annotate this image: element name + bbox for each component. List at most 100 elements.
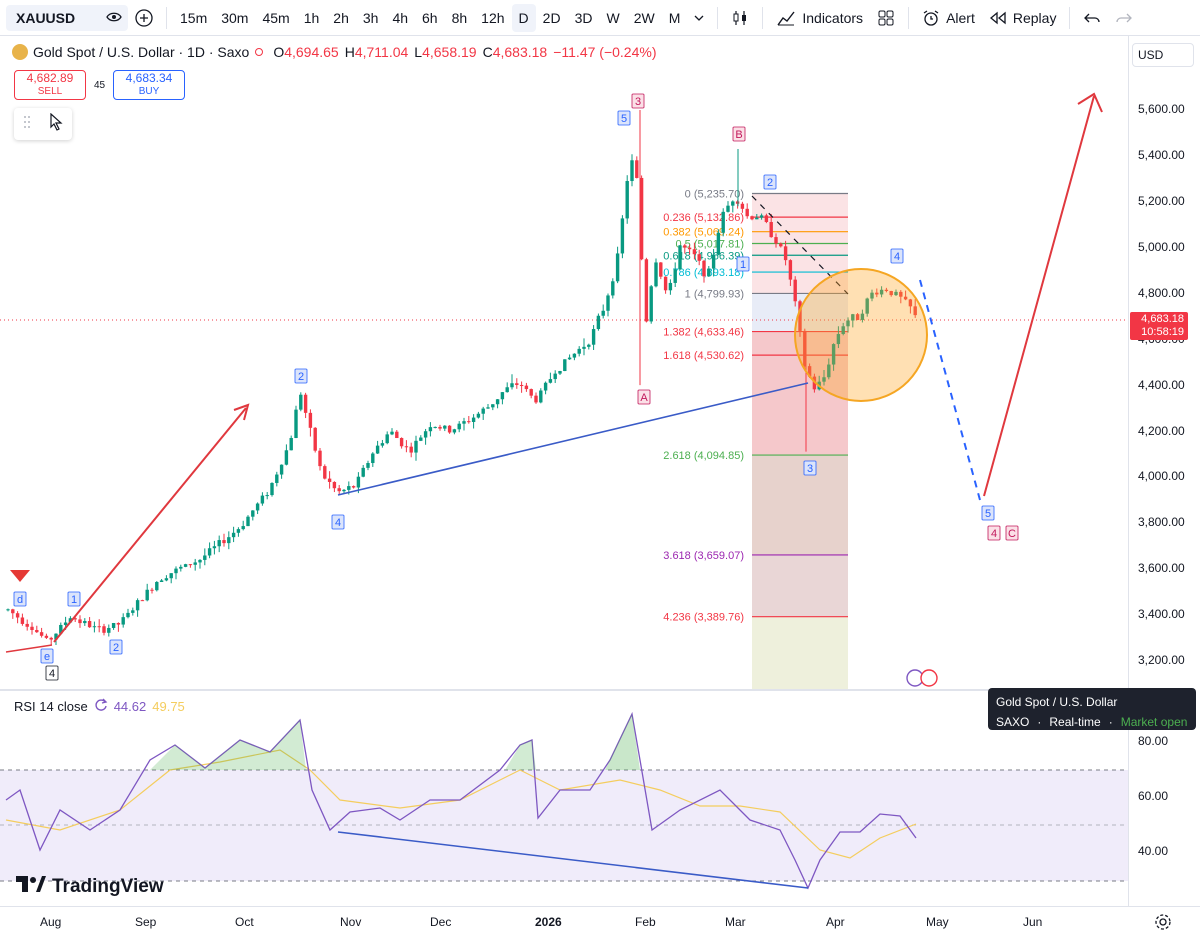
fib-level-label: 0 (5,235.70) [685, 189, 744, 201]
layouts-grid-icon[interactable] [870, 4, 902, 32]
interval-8h[interactable]: 8h [451, 9, 468, 26]
interval-6h[interactable]: 6h [422, 9, 438, 26]
indicators-label: Indicators [802, 9, 864, 26]
candle-body [836, 334, 841, 345]
candle-body [371, 453, 375, 464]
rsi-refresh-icon[interactable] [94, 698, 108, 715]
fib-level-label: 1.382 (4,633.46) [663, 327, 744, 339]
interval-D[interactable]: D [511, 3, 536, 32]
cursor-arrow-icon[interactable] [49, 112, 63, 136]
candle-body [769, 222, 773, 238]
interval-30m[interactable]: 30m [221, 9, 249, 26]
interval-15m[interactable]: 15m [180, 9, 208, 26]
candle-body [207, 548, 212, 556]
candle-body [279, 464, 284, 475]
watchlist-eye-icon[interactable] [106, 10, 122, 26]
candle-body [913, 306, 917, 316]
alarm-clock-icon [922, 9, 940, 27]
candle-body [78, 619, 82, 624]
interval-45m[interactable]: 45m [262, 9, 290, 26]
interval-2h[interactable]: 2h [333, 9, 349, 26]
candle-body [164, 578, 169, 581]
chart-canvas[interactable]: 0 (5,235.70) 0.236 (5,132.86) 0.382 (5,069… [0, 36, 1128, 906]
candle-body [54, 633, 58, 640]
interval-4h[interactable]: 4h [392, 9, 409, 26]
wave-label-box [45, 665, 59, 681]
currency-selector[interactable]: USD [1132, 43, 1194, 67]
candle-body [183, 564, 188, 567]
candle-body [414, 440, 418, 453]
interval-M[interactable]: M [668, 9, 681, 26]
indicators-button[interactable]: Indicators [769, 4, 870, 32]
price-axis[interactable] [1128, 36, 1200, 906]
candle-body [351, 486, 356, 488]
interval-dropdown-chevron-icon[interactable] [687, 4, 711, 32]
interval-W[interactable]: W [606, 9, 620, 26]
candle-body [111, 623, 116, 628]
sell-label: SELL [37, 86, 63, 97]
candle-body [803, 330, 807, 367]
toolbar-divider [166, 6, 167, 29]
settings-gear-icon[interactable] [1154, 913, 1172, 936]
candle-body [591, 329, 596, 345]
candle-body [711, 254, 716, 269]
rsi-overbought-fill [605, 714, 640, 770]
candle-body [39, 632, 44, 636]
redo-icon[interactable] [1108, 4, 1140, 32]
fib-level-label: 0.382 (5,069.24) [663, 227, 744, 239]
symbol-search[interactable]: XAUUSD [6, 4, 128, 31]
buy-button[interactable]: 4,683.34 BUY [113, 70, 185, 100]
candle-body [827, 364, 831, 378]
candle-body [659, 262, 663, 277]
wave-label: C [1008, 528, 1016, 540]
candle-body [649, 286, 653, 322]
interval-12h[interactable]: 12h [481, 9, 505, 26]
candle-body [884, 289, 889, 292]
alert-button[interactable]: Alert [915, 4, 982, 32]
floating-cursor-toolbar[interactable] [14, 108, 72, 140]
popup-separator: · [1108, 715, 1113, 729]
candle-body [20, 617, 25, 624]
sell-button[interactable]: 4,682.89 SELL [14, 70, 86, 100]
series-legend: Gold Spot / U.S. Dollar · 1D · Saxo O 4,6… [12, 44, 662, 60]
candle-body [318, 450, 322, 467]
wave-label: 2 [298, 371, 304, 383]
popup-mode: Real-time [1049, 715, 1101, 729]
candle-body [716, 232, 721, 255]
interval-2W[interactable]: 2W [633, 9, 655, 26]
indicators-chart-icon [776, 9, 796, 27]
candles-chart-type-icon[interactable] [724, 4, 756, 32]
tradingview-logo[interactable]: TradingView [16, 876, 164, 898]
fib-level-label: 2.618 (4,094.85) [663, 450, 744, 462]
candle-body [510, 383, 514, 388]
wave-label-box [732, 126, 746, 142]
compare-add-icon[interactable] [128, 4, 160, 32]
candle-body [327, 478, 332, 482]
candle-body [524, 385, 529, 390]
candle-body [495, 399, 500, 405]
interval-3D[interactable]: 3D [574, 9, 593, 26]
interval-2D[interactable]: 2D [542, 9, 561, 26]
replay-button[interactable]: Replay [982, 4, 1064, 32]
undo-icon[interactable] [1076, 4, 1108, 32]
candle-body [145, 589, 149, 601]
drag-handle-icon[interactable] [23, 115, 30, 134]
popup-source: SAXO [996, 715, 1030, 729]
candle-body [899, 291, 903, 297]
rsi-legend: RSI 14 close 44.62 49.75 [14, 698, 185, 715]
candle-body [385, 434, 389, 444]
high-value: 4,711.04 [354, 44, 409, 60]
wave-label-box [763, 174, 777, 190]
candle-body [620, 218, 625, 254]
fib-zone-5 [752, 616, 848, 690]
rsi-tick-label: 80.00 [1138, 734, 1169, 748]
candle-body [375, 445, 380, 454]
candle-body [467, 421, 471, 423]
time-axis[interactable]: Aug Sep Oct Nov Dec 2026 Feb Mar Apr May Jun [0, 906, 1200, 936]
candle-body [534, 395, 538, 403]
interval-1h[interactable]: 1h [303, 9, 320, 26]
candle-body [433, 426, 437, 428]
candle-body [889, 291, 893, 296]
candle-body [481, 408, 485, 414]
interval-3h[interactable]: 3h [362, 9, 379, 26]
